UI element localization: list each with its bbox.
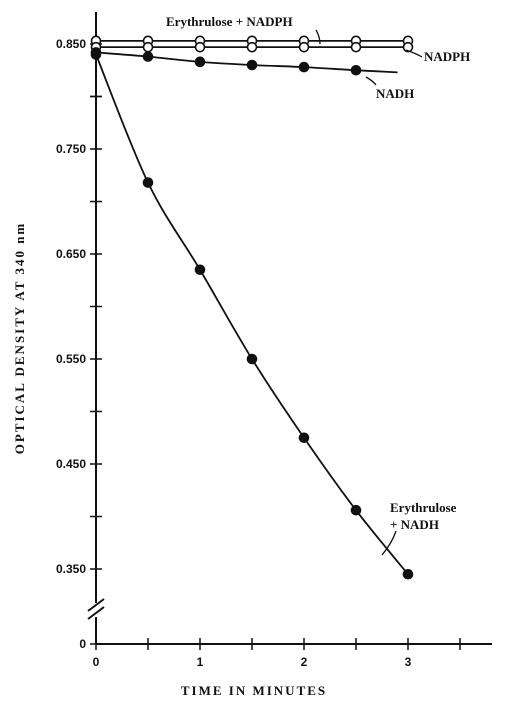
axis-break-mark [87,598,105,612]
series-label-erythrulose-nadh: Erythrulose + NADH [390,500,457,532]
y-tick-label-zero: 0 [79,637,86,651]
leader-line-erythrulose-nadph [315,29,321,45]
series-label-line: NADH [376,86,414,101]
x-tick-label: 1 [197,655,204,669]
x-tick-label: 3 [405,655,412,669]
series-label-line: NADPH [424,49,470,64]
data-point-nadph [350,41,362,53]
data-point-erythrulose-nadh [402,568,414,580]
leader-lines [315,29,423,556]
data-point-nadph [402,41,414,53]
series-line-erythrulose-nadh [95,54,409,575]
data-point-erythrulose-nadh [350,504,362,516]
series-label-erythrulose-nadph: Erythrulose + NADPH [166,14,293,29]
axes [87,12,492,645]
y-axis-title: OPTICAL DENSITY AT 340 nm [12,222,27,455]
tick-labels: 0 1 2 3 0.850 0.750 0.650 0.550 0.450 0.350 0 [56,37,412,669]
x-tick-label: 0 [93,655,100,669]
leader-line-erythrulose-nadh [381,530,397,556]
series-labels: Erythrulose + NADPH NADPH NADH Erythrulose +… [166,14,470,532]
data-point-nadh [142,51,154,62]
series-label-line: + NADH [390,517,439,532]
x-axis-title: TIME IN MINUTES [181,683,327,698]
data-point-nadh [246,59,258,71]
y-tick-label: 0.450 [56,457,86,471]
data-point-nadph [246,41,258,53]
data-point-nadh [350,64,362,76]
series-label-nadh: NADH [376,86,414,101]
x-tick-label: 2 [301,655,308,669]
series-label-line: Erythrulose + NADPH [166,14,293,29]
leader-line-nadph [405,49,423,58]
data-point-erythrulose-nadh [142,177,154,188]
axis-break-mark [87,606,105,620]
data-point-nadh [194,56,206,68]
y-tick-label: 0.550 [56,352,86,366]
series-label-nadph: NADPH [424,49,470,64]
y-tick-label: 0.650 [56,247,86,261]
y-tick-label: 0.750 [56,142,86,156]
curves [95,39,409,575]
data-point-nadph [142,41,154,53]
data-point-nadph [298,41,310,53]
series-label-line: Erythrulose [390,500,457,515]
ticks [90,43,461,650]
y-tick-label: 0.850 [56,37,86,51]
data-point-erythrulose-nadh [90,49,102,60]
data-point-nadh [298,61,310,73]
data-point-erythrulose-nadh [246,353,258,365]
leader-line-nadh [365,76,377,86]
data-point-erythrulose-nadh [194,264,206,276]
data-point-nadph [194,41,206,53]
points [90,35,414,580]
y-tick-label: 0.350 [56,562,86,576]
data-point-erythrulose-nadh [298,432,310,444]
